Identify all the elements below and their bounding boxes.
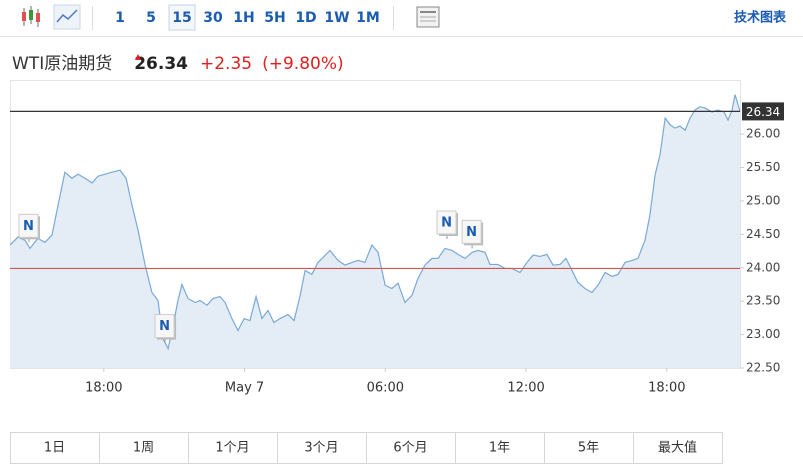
x-tick-label: 06:00 [367, 381, 404, 396]
candle-icon[interactable] [22, 6, 40, 27]
news-marker[interactable]: N [461, 219, 484, 249]
news-marker-box [154, 314, 175, 339]
range-tab-box [277, 432, 367, 464]
y-tick-label: 23.00 [746, 327, 780, 341]
range-tab[interactable]: 1周 [133, 441, 154, 456]
range-tab[interactable]: 最大值 [658, 440, 697, 456]
x-tick-label: May 7 [225, 381, 264, 396]
x-tick-label: 18:00 [648, 381, 685, 396]
settings-icon[interactable] [416, 6, 440, 28]
news-marker[interactable]: N [154, 314, 177, 343]
up-arrow [135, 54, 141, 60]
x-tick-label: 12:00 [507, 381, 544, 396]
range-tab[interactable]: 1年 [489, 441, 510, 456]
last-price-label: 26.34 [746, 105, 780, 119]
range-tab-box [455, 432, 545, 464]
interval-button[interactable]: 1 [115, 10, 125, 26]
y-tick-label: 24.00 [746, 260, 780, 274]
selected-interval-box [168, 4, 196, 31]
news-marker[interactable]: N [18, 213, 41, 243]
y-tick-label: 25.00 [746, 193, 780, 207]
news-marker[interactable]: N [436, 210, 459, 239]
interval-button[interactable]: 1H [233, 10, 254, 26]
y-tick-label: 23.50 [746, 294, 780, 308]
news-marker-box [436, 210, 457, 235]
range-tab-box [633, 432, 723, 464]
area-fill [10, 94, 740, 368]
quote-header: WTI原油期货 26.34 +2.35 (+9.80%) [12, 54, 344, 74]
line-chart-icon[interactable] [53, 4, 81, 30]
range-tab[interactable]: 5年 [578, 441, 599, 456]
last-price: 26.34 [134, 54, 188, 74]
news-marker-box [18, 213, 39, 238]
price-change: +2.35 [200, 54, 252, 74]
interval-button[interactable]: 15 [172, 10, 191, 26]
instrument-name: WTI原油期货 [12, 54, 112, 74]
y-tick-label: 24.50 [746, 227, 780, 241]
news-marker-label: N [23, 219, 34, 234]
interval-button[interactable]: 30 [203, 10, 223, 26]
plot-frame [10, 80, 741, 369]
interval-button[interactable]: 5H [264, 10, 285, 26]
interval-button[interactable]: 5 [146, 10, 156, 26]
y-tick-label: 25.50 [746, 160, 780, 174]
range-tab[interactable]: 1日 [44, 441, 65, 456]
technical-chart-link[interactable]: 技术图表 [734, 10, 787, 26]
x-tick-label: 18:00 [85, 381, 122, 396]
interval-button[interactable]: 1M [356, 10, 380, 26]
y-tick-label: 26.00 [746, 127, 780, 141]
news-marker-box [461, 219, 482, 244]
news-marker-label: N [466, 225, 477, 240]
news-marker-label: N [159, 319, 170, 334]
news-marker-label: N [441, 215, 452, 230]
range-tab[interactable]: 6个月 [393, 441, 427, 456]
range-tab-box [99, 432, 189, 464]
last-price-tag [742, 102, 784, 121]
range-tab[interactable]: 1个月 [215, 441, 249, 456]
range-tab-box [10, 432, 100, 464]
y-tick-label: 22.50 [746, 361, 780, 375]
range-tab[interactable]: 3个月 [304, 441, 338, 456]
price-change-percent: (+9.80%) [262, 54, 344, 74]
range-tab-box [544, 432, 634, 464]
interval-button[interactable]: 1D [295, 10, 316, 26]
range-tab-box [188, 432, 278, 464]
interval-button[interactable]: 1W [324, 10, 349, 26]
